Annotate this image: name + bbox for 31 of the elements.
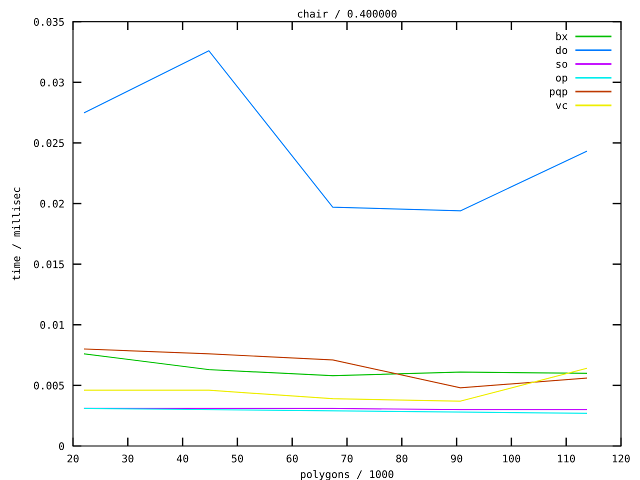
x-tick-label: 80 [396, 454, 408, 462]
y-tick-label: 0.005 [34, 382, 64, 390]
line-series [84, 348, 588, 388]
x-tick-label: 30 [122, 454, 134, 462]
y-tick-label: 0.015 [34, 260, 64, 268]
y-tick-label: 0.02 [40, 200, 64, 208]
legend-label: op [556, 76, 568, 84]
x-tick-label: 120 [612, 454, 630, 462]
y-tick-label: 0.03 [40, 78, 64, 86]
x-tick-label: 50 [232, 454, 243, 462]
x-tick-label: 90 [450, 454, 462, 462]
y-tick-label: 0.025 [34, 139, 64, 148]
x-tick-label: 60 [286, 454, 298, 462]
legend-label: pqp [550, 89, 568, 98]
x-tick-label: 20 [68, 454, 79, 462]
x-axis-title: polygons / 1000 [300, 470, 394, 480]
x-tick-label: 110 [558, 454, 575, 462]
y-tick-label: 0 [59, 442, 64, 450]
chart-title: chair / 0.400000 [298, 10, 396, 18]
legend-label: vc [556, 103, 567, 110]
y-tick-label: 0.035 [34, 18, 64, 26]
x-tick-label: 70 [341, 454, 353, 462]
y-axis-title: time / millisec [12, 188, 21, 280]
line-series [84, 353, 588, 376]
line-series [84, 368, 588, 402]
legend-label: so [556, 62, 568, 68]
legend-label: bx [556, 32, 568, 40]
x-tick-label: 100 [503, 454, 520, 462]
y-tick-label: 0.01 [40, 321, 64, 329]
x-tick-label: 40 [176, 454, 188, 462]
legend-label: do [556, 46, 568, 54]
